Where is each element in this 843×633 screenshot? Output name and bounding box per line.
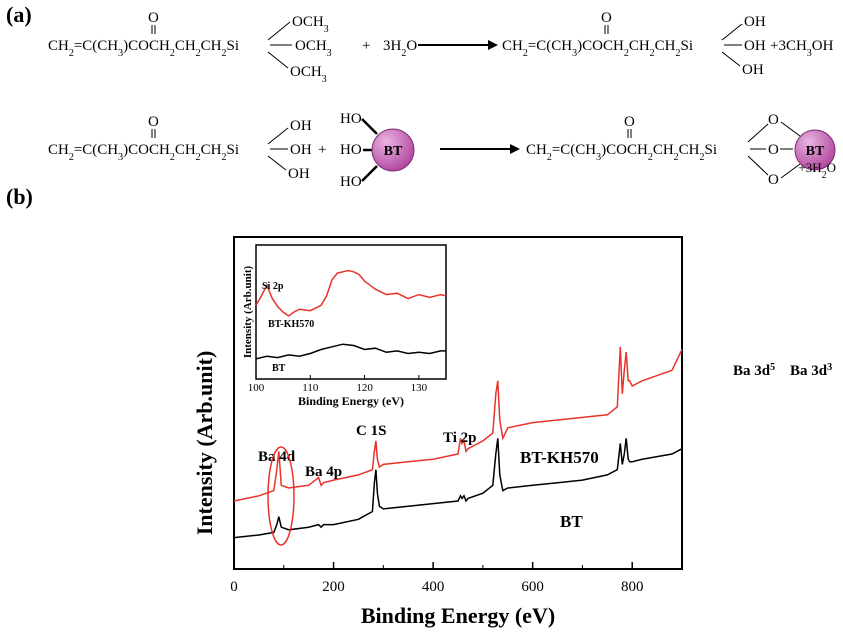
r1-carbonyl-o: O — [148, 10, 159, 26]
series-label-bt: BT — [560, 512, 583, 531]
inset-series-line-bt — [255, 343, 446, 360]
peak-label-ba-4d: Ba 4d — [258, 449, 296, 465]
inset-series-label-bt-kh570: BT-KH570 — [268, 319, 314, 330]
bt-particle-product-icon — [794, 129, 836, 171]
r1-plus: + — [362, 38, 370, 54]
r1-product-oh-top: OH — [744, 14, 766, 30]
ba4d-highlight-ellipse — [267, 446, 295, 546]
r1-reagent: 3H2O — [383, 38, 417, 59]
r2-ho-top: HO — [340, 111, 362, 127]
bt-particle-label: BT — [384, 144, 403, 159]
reaction-2: O CH2=C(CH3)COCH2CH2CH2Si OH OH OH + HO … — [48, 111, 836, 190]
r2-product-carbonyl-o: O — [624, 114, 635, 130]
inset-x-axis-label: Binding Energy (eV) — [298, 394, 404, 408]
inset-x-tick-label-130: 130 — [411, 382, 428, 394]
inset-x-tick-label-110: 110 — [302, 382, 319, 394]
series-line-bt-kh570 — [233, 346, 683, 502]
peak-label-c-1s: C 1S — [356, 423, 386, 439]
reaction-1: O CH2=C(CH3)COCH2CH2CH2Si OCH3 OCH3 OCH3… — [48, 10, 834, 85]
panel-a-label: (a) — [6, 2, 32, 27]
r1-byproduct: +3CH3OH — [770, 38, 834, 59]
r2-carbonyl-o: O — [148, 114, 159, 130]
r2-bridge-o-bottom: O — [768, 172, 779, 188]
r1-substituent-top: OCH3 — [292, 14, 329, 35]
panel-b-label: (b) — [6, 184, 33, 209]
x-tick-label-800: 800 — [621, 579, 644, 595]
r2-bridge-o-top: O — [768, 112, 779, 128]
r1-reactant-chain: CH2=C(CH3)COCH2CH2CH2Si — [48, 38, 239, 59]
x-tick-label-600: 600 — [521, 579, 544, 595]
inset-x-tick-label-100: 100 — [248, 382, 265, 394]
peak-label-ba-3d-5: Ba 3d5 — [733, 362, 775, 380]
r1-product-chain: CH2=C(CH3)COCH2CH2CH2Si — [502, 38, 693, 59]
peak-label-ba-4p: Ba 4p — [305, 464, 342, 480]
r2-reactant-chain: CH2=C(CH3)COCH2CH2CH2Si — [48, 142, 239, 163]
inset-y-axis-label: Intensity (Arb.unit) — [242, 266, 254, 359]
peak-annotations: BT-KH570 BT Ba 4d Ba 4p C 1S Ti 2p Ba 3d5 Ba 3d… — [258, 362, 832, 532]
inset-si2p-label: Si 2p — [262, 281, 284, 292]
peak-label-ti-2p: Ti 2p — [443, 430, 477, 446]
r2-oh-mid: OH — [290, 142, 312, 158]
series-line-bt — [233, 438, 683, 539]
r2-oh-top: OH — [290, 118, 312, 134]
r2-plus: + — [318, 142, 326, 158]
r1-product-oh-mid: OH — [744, 38, 766, 54]
r2-byproduct: +3H2O — [798, 160, 836, 181]
inset-series-group — [255, 269, 447, 360]
r1-product-oh-bottom: OH — [742, 62, 764, 78]
inset-series-line-bt-kh570 — [255, 269, 447, 317]
inset-x-axis: 100 110 120 130 — [248, 375, 428, 394]
series-label-bt-kh570: BT-KH570 — [520, 448, 599, 467]
y-axis-label: Intensity (Arb.unit) — [192, 351, 217, 536]
r2-product-chain: CH2=C(CH3)COCH2CH2CH2Si — [526, 142, 717, 163]
inset-x-tick-label-120: 120 — [356, 382, 373, 394]
bt-particle-product-label: BT — [806, 144, 825, 159]
x-tick-label-0: 0 — [230, 579, 238, 595]
x-tick-label-400: 400 — [422, 579, 445, 595]
r1-substituent-bottom: OCH3 — [290, 64, 327, 85]
r2-oh-bottom: OH — [288, 166, 310, 182]
inset-series-label-bt: BT — [272, 363, 286, 374]
x-tick-label-200: 200 — [322, 579, 345, 595]
x-axis-label: Binding Energy (eV) — [361, 603, 555, 628]
peak-label-ba-3d-3: Ba 3d3 — [790, 362, 832, 380]
inset-frame — [255, 244, 447, 380]
r2-ho-bottom: HO — [340, 174, 362, 190]
series-group — [233, 346, 683, 539]
reaction-scheme: O CH2=C(CH3)COCH2CH2CH2Si OCH3 OCH3 OCH3… — [48, 10, 836, 190]
r1-substituent-mid: OCH3 — [295, 38, 332, 59]
r2-bridge-o-mid: O — [768, 142, 779, 158]
bt-particle-icon — [371, 128, 415, 172]
x-axis: 0 200 400 600 800 — [230, 562, 643, 595]
plot-frame — [233, 236, 683, 570]
r1-product-carbonyl-o: O — [601, 10, 612, 26]
xps-chart: 0 200 400 600 800 BT-KH570 BT Ba 4d Ba 4p C 1S Ti… — [192, 236, 832, 628]
r2-ho-mid: HO — [340, 142, 362, 158]
